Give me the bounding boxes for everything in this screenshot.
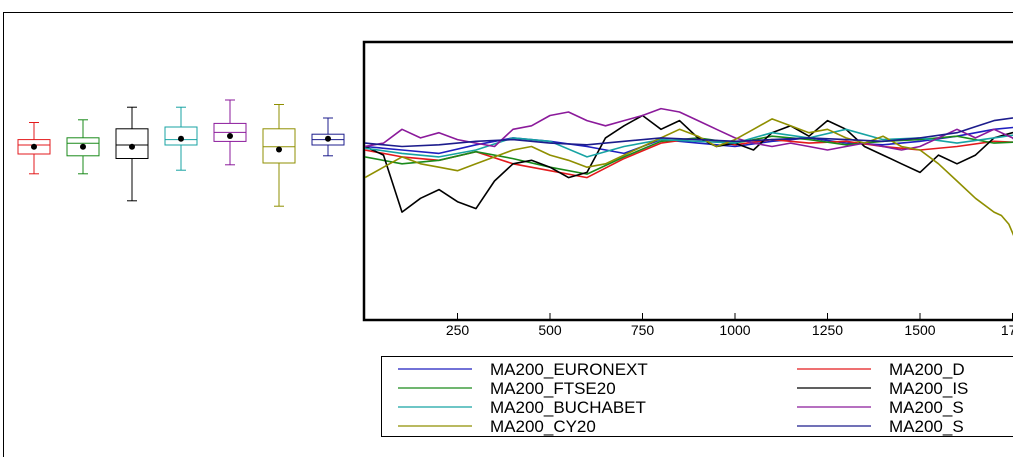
boxplot-mean-dot bbox=[31, 143, 37, 150]
boxplot-mean-dot bbox=[178, 135, 184, 142]
legend-label: MA200_S bbox=[889, 417, 964, 436]
boxplot-box bbox=[115, 128, 149, 160]
boxplot-2 bbox=[115, 106, 149, 202]
boxplot-1 bbox=[66, 119, 100, 175]
series-lines bbox=[365, 107, 1013, 236]
legend-label: MA200_IS bbox=[889, 379, 968, 398]
boxplot-6 bbox=[311, 117, 345, 157]
series-line-6 bbox=[365, 118, 1013, 236]
boxplot-4 bbox=[213, 99, 247, 166]
boxplot-group bbox=[17, 99, 345, 207]
legend-item-4: MA200_BUCHABET bbox=[398, 398, 646, 417]
line-plot-area: 250 500 750 1000 1250 1500 175 bbox=[362, 40, 1013, 338]
legend-box bbox=[381, 356, 1013, 437]
series-line-3 bbox=[365, 114, 1013, 213]
plot-frame bbox=[362, 40, 1013, 322]
boxplot-3 bbox=[164, 106, 198, 171]
x-tick-label-0: 250 bbox=[446, 322, 470, 338]
boxplot-5 bbox=[262, 104, 296, 207]
legend-label: MA200_CY20 bbox=[490, 417, 596, 436]
boxplot-mean-dot bbox=[80, 143, 86, 150]
legend-item-1: MA200_D bbox=[797, 360, 965, 379]
boxplot-box bbox=[17, 139, 51, 155]
legend-item-0: MA200_EURONEXT bbox=[398, 360, 648, 379]
boxplot-box bbox=[164, 126, 198, 146]
boxplot-mean-dot bbox=[227, 133, 233, 139]
x-axis: 250 500 750 1000 1250 1500 175 bbox=[446, 313, 1013, 338]
boxplot-mean-dot bbox=[129, 143, 135, 150]
legend: MA200_EURONEXT MA200_D MA200_FTSE20 MA200_I… bbox=[381, 356, 1013, 437]
series-line-7 bbox=[365, 117, 1013, 148]
x-tick-label-6: 175 bbox=[1001, 322, 1013, 338]
boxplot-box bbox=[66, 137, 100, 157]
legend-item-6: MA200_CY20 bbox=[398, 417, 596, 436]
legend-label: MA200_D bbox=[889, 360, 965, 379]
legend-item-5: MA200_S bbox=[797, 398, 964, 417]
x-tick-label-4: 1250 bbox=[812, 322, 843, 338]
boxplot-mean-dot bbox=[325, 135, 331, 142]
x-tick-label-2: 750 bbox=[631, 322, 655, 338]
legend-item-3: MA200_IS bbox=[797, 379, 968, 398]
legend-label: MA200_S bbox=[889, 398, 964, 417]
legend-label: MA200_FTSE20 bbox=[490, 379, 616, 398]
legend-item-7: MA200_S bbox=[797, 417, 964, 436]
legend-item-2: MA200_FTSE20 bbox=[398, 379, 616, 398]
boxplot-mean-dot bbox=[276, 146, 282, 153]
x-tick-label-3: 1000 bbox=[719, 322, 750, 338]
x-tick-label-5: 1500 bbox=[904, 322, 935, 338]
legend-label: MA200_BUCHABET bbox=[490, 398, 646, 417]
x-tick-label-1: 500 bbox=[538, 322, 562, 338]
legend-label: MA200_EURONEXT bbox=[490, 360, 648, 379]
series-line-0 bbox=[365, 126, 1013, 155]
series-line-5 bbox=[365, 107, 1013, 151]
boxplot-box bbox=[262, 128, 296, 164]
boxplot-0 bbox=[17, 122, 51, 175]
